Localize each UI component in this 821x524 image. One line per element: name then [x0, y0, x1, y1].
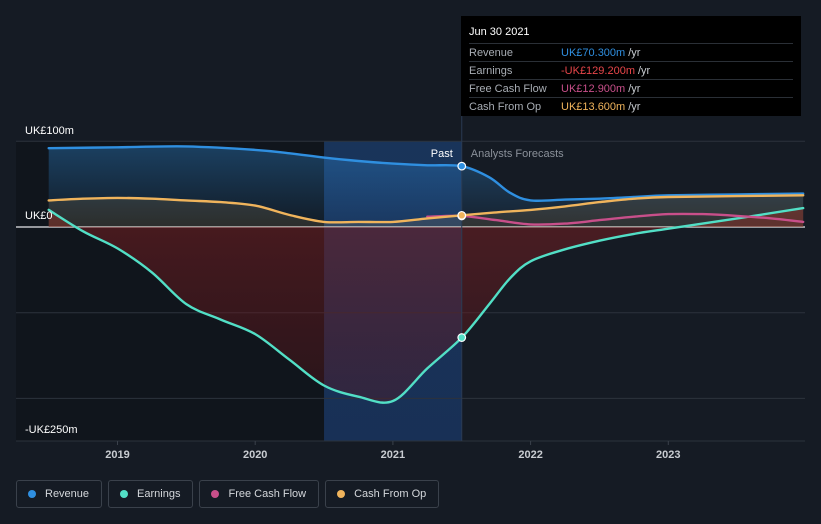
x-tick-label: 2019: [105, 449, 129, 461]
tooltip-row-free-cash-flow: Free Cash Flow UK£12.900m /yr: [469, 79, 793, 97]
cash-from-op-marker: [457, 210, 467, 220]
tooltip-unit: /yr: [628, 46, 641, 59]
tooltip-value: -UK£129.200m: [561, 64, 635, 77]
legend-dot-icon: [211, 490, 220, 498]
free-cash-flow-line: [426, 212, 805, 226]
legend-item-earnings[interactable]: Earnings: [108, 480, 194, 508]
y-axis-label-top: UK£100m: [25, 125, 74, 137]
tooltip-row-revenue: Revenue UK£70.300m /yr: [469, 43, 793, 61]
earnings-area: [48, 208, 804, 403]
forecast-label: Analysts Forecasts: [471, 148, 564, 160]
x-tick-label: 2020: [243, 449, 267, 461]
legend-label: Cash From Op: [354, 488, 427, 500]
past-label: Past: [431, 148, 453, 160]
cash-from-op-line: [47, 194, 805, 224]
legend-dot-icon: [28, 490, 36, 498]
tooltip-row-cash-from-op: Cash From Op UK£13.600m /yr: [469, 97, 793, 115]
x-tick-label: 2021: [381, 449, 405, 461]
tooltip-unit: /yr: [628, 100, 641, 113]
legend-dot-icon: [337, 490, 346, 498]
tooltip-label: Earnings: [469, 64, 513, 77]
legend: Revenue Earnings Free Cash Flow Cash Fro…: [16, 480, 440, 508]
x-tick-label: 2023: [656, 449, 680, 461]
x-tick-label: 2022: [518, 449, 542, 461]
tooltip-value: UK£70.300m: [561, 46, 626, 59]
tooltip-label: Free Cash Flow: [469, 82, 547, 95]
y-axis-label-bottom: -UK£250m: [25, 424, 78, 436]
tooltip-row-earnings: Earnings -UK£129.200m /yr: [469, 61, 793, 79]
earnings-line: [47, 206, 805, 404]
legend-item-revenue[interactable]: Revenue: [16, 480, 103, 508]
y-axis-label-zero: UK£0: [25, 210, 53, 222]
legend-item-cash-from-op[interactable]: Cash From Op: [325, 480, 440, 508]
tooltip-value: UK£13.600m: [561, 100, 626, 113]
revenue-marker: [457, 161, 467, 171]
earnings-marker: [457, 333, 467, 342]
tooltip-label: Cash From Op: [469, 100, 542, 113]
tooltip-date: Jun 30 2021: [469, 26, 530, 38]
legend-label: Earnings: [137, 488, 181, 500]
legend-item-free-cash-flow[interactable]: Free Cash Flow: [199, 480, 320, 508]
tooltip-value: UK£12.900m: [561, 82, 626, 95]
tooltip-unit: /yr: [628, 82, 641, 95]
legend-label: Revenue: [45, 488, 90, 500]
tooltip-panel: Jun 30 2021 Revenue UK£70.300m /yr Earni…: [461, 16, 801, 116]
tooltip-unit: /yr: [638, 64, 651, 77]
revenue-area: [48, 146, 804, 227]
legend-label: Free Cash Flow: [228, 488, 307, 500]
legend-dot-icon: [120, 490, 129, 498]
tooltip-label: Revenue: [469, 46, 514, 59]
